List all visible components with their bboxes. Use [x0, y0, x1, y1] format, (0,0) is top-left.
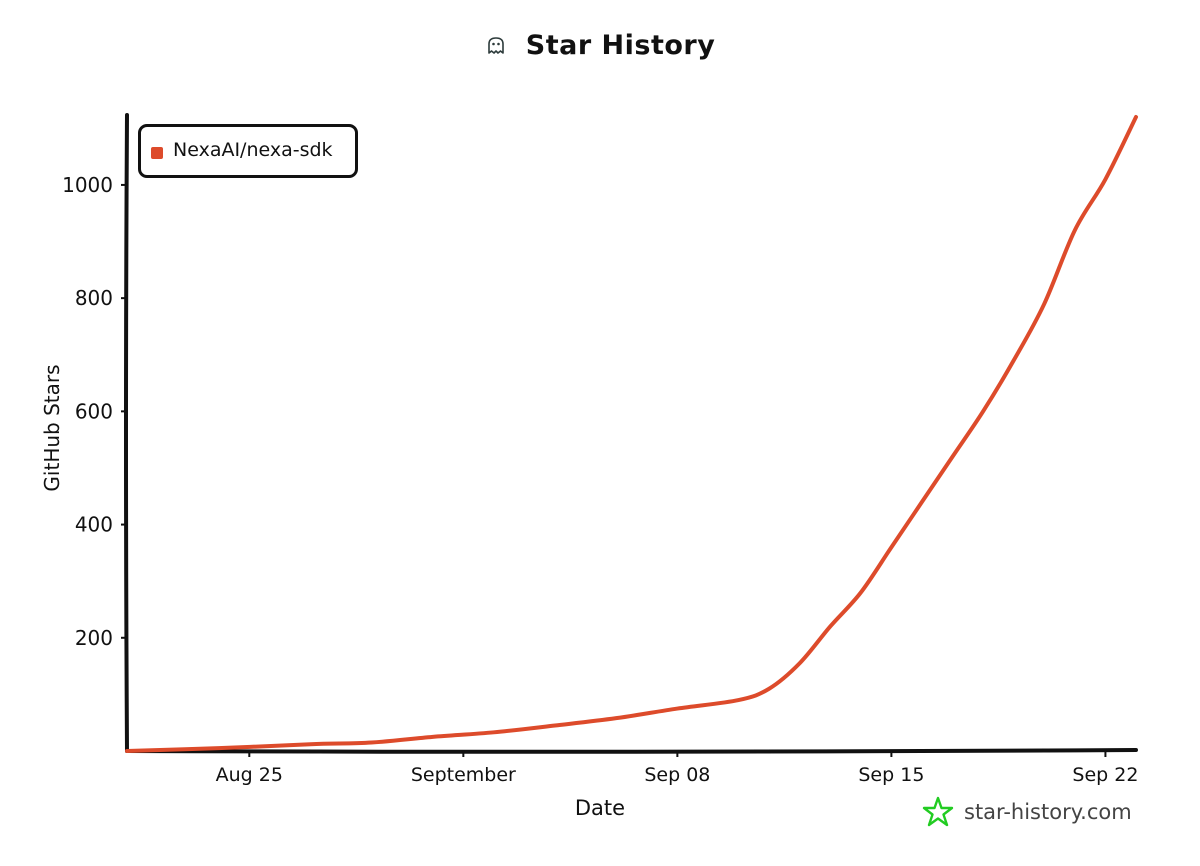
- watermark-text: star-history.com: [964, 800, 1132, 824]
- series-line: [125, 115, 1138, 753]
- y-axis-ticks: 200 400 600 800 1000: [62, 173, 127, 650]
- star-history-ghost-icon: [487, 36, 504, 54]
- chart-axes: [124, 113, 1138, 754]
- y-tick-label: 400: [75, 513, 113, 537]
- chart-legend[interactable]: NexaAI/nexa-sdk: [138, 124, 358, 178]
- x-axis-line: [125, 748, 1138, 754]
- y-tick-label: 200: [75, 626, 113, 650]
- y-axis-label: GitHub Stars: [40, 364, 64, 492]
- x-tick-label: Sep 22: [1072, 764, 1138, 786]
- y-tick-label: 800: [75, 286, 113, 310]
- legend-swatch: [151, 147, 163, 159]
- x-tick-label: September: [411, 764, 516, 786]
- legend-label: NexaAI/nexa-sdk: [173, 139, 333, 161]
- x-axis-ticks: Aug 25 September Sep 08 Sep 15 Sep 22: [216, 751, 1138, 786]
- chart-title: Star History: [525, 30, 716, 61]
- series-lines: [125, 115, 1138, 753]
- x-tick-label: Aug 25: [216, 764, 283, 786]
- y-tick-label: 600: [75, 399, 113, 423]
- y-tick-label: 1000: [62, 173, 113, 197]
- x-tick-label: Sep 15: [858, 764, 924, 786]
- chart-header: Star History: [0, 30, 1200, 61]
- x-axis-label: Date: [574, 796, 626, 820]
- x-tick-label: Sep 08: [644, 764, 710, 786]
- y-axis-line: [124, 113, 129, 753]
- star-outline-icon: [922, 796, 954, 827]
